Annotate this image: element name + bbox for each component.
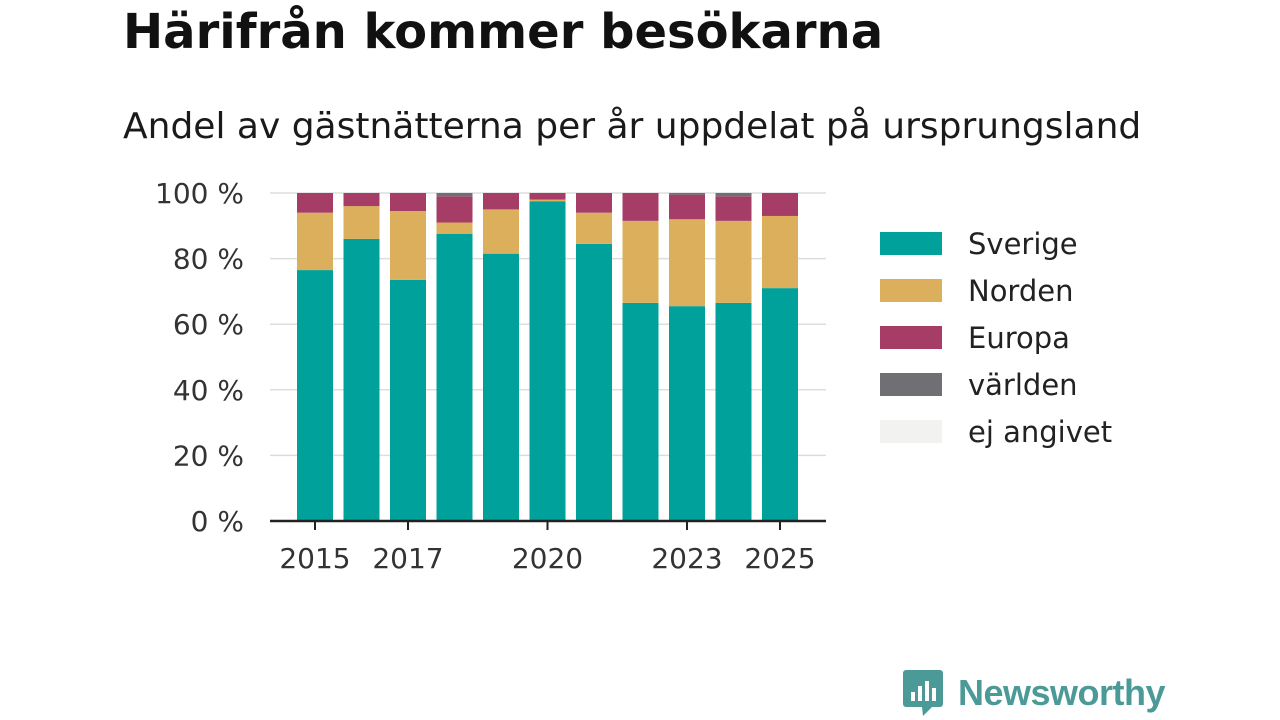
- bar-segment: [483, 193, 519, 210]
- chart-subtitle: Andel av gästnätterna per år uppdelat på…: [123, 106, 1142, 147]
- y-tick-label: 100 %: [155, 177, 244, 210]
- bar-segment: [715, 302, 752, 521]
- bar-segment: [343, 193, 380, 207]
- bar-segment: [529, 199, 566, 202]
- bar-segment: [622, 193, 659, 221]
- bar-segment: [529, 201, 566, 521]
- bar-segment: [715, 193, 752, 197]
- bar-segment: [576, 193, 612, 213]
- legend-item: världen: [880, 361, 1112, 408]
- legend-swatch: [880, 232, 942, 255]
- y-tick-label: 40 %: [173, 374, 244, 407]
- bar-segment: [762, 215, 798, 289]
- legend-label: Norden: [968, 273, 1074, 308]
- bar-segment: [297, 212, 333, 271]
- bar-segment: [669, 194, 705, 220]
- legend-swatch: [880, 373, 942, 396]
- bar-segment: [622, 220, 659, 303]
- chart-title: Härifrån kommer besökarna: [123, 4, 884, 60]
- bar-segment: [669, 193, 705, 195]
- legend-swatch: [880, 279, 942, 302]
- y-tick-label: 20 %: [173, 439, 244, 472]
- y-tick-label: 80 %: [173, 243, 244, 276]
- bar-segment: [715, 220, 752, 303]
- newsworthy-logo-icon: [903, 670, 943, 716]
- bar-segment: [762, 288, 798, 521]
- bar-segment: [529, 193, 566, 200]
- bar-segment: [436, 196, 473, 223]
- bar-segment: [390, 211, 426, 280]
- bar-segment: [576, 212, 612, 244]
- bar-segment: [436, 234, 473, 521]
- bar-segment: [436, 222, 473, 234]
- bar-segment: [669, 219, 705, 307]
- brand-name: Newsworthy: [958, 672, 1166, 713]
- bar-segment: [297, 193, 333, 213]
- bar-segment: [576, 243, 612, 521]
- x-tick-label: 2017: [372, 542, 443, 575]
- bar-segment: [715, 196, 752, 221]
- legend-item: Sverige: [880, 220, 1112, 267]
- legend-item: Norden: [880, 267, 1112, 314]
- bar-segment: [343, 238, 380, 522]
- brand-logo: Newsworthy: [902, 668, 1166, 718]
- x-tick-label: 2023: [651, 542, 722, 575]
- legend-label: världen: [968, 367, 1078, 402]
- x-tick-label: 2025: [744, 542, 815, 575]
- bar-segment: [297, 270, 333, 521]
- legend-label: Sverige: [968, 226, 1078, 261]
- legend-label: Europa: [968, 320, 1070, 355]
- legend-swatch: [880, 420, 942, 443]
- bar-segment: [622, 302, 659, 521]
- bar-segment: [343, 206, 380, 239]
- bar-segment: [390, 279, 426, 521]
- bar-segment: [762, 193, 798, 216]
- legend-swatch: [880, 326, 942, 349]
- bar-segment: [669, 306, 705, 521]
- bar-segment: [436, 193, 473, 197]
- legend-item: ej angivet: [880, 408, 1112, 455]
- bar-segment: [390, 193, 426, 212]
- y-tick-label: 60 %: [173, 308, 244, 341]
- x-tick-label: 2015: [279, 542, 350, 575]
- legend-item: Europa: [880, 314, 1112, 361]
- legend-label: ej angivet: [968, 414, 1113, 449]
- bar-segment: [483, 209, 519, 254]
- bar-segment: [483, 253, 519, 521]
- y-tick-label: 0 %: [191, 505, 244, 538]
- x-tick-label: 2020: [512, 542, 583, 575]
- chart-legend: Sverige Norden Europa världen ej angivet: [880, 220, 1112, 455]
